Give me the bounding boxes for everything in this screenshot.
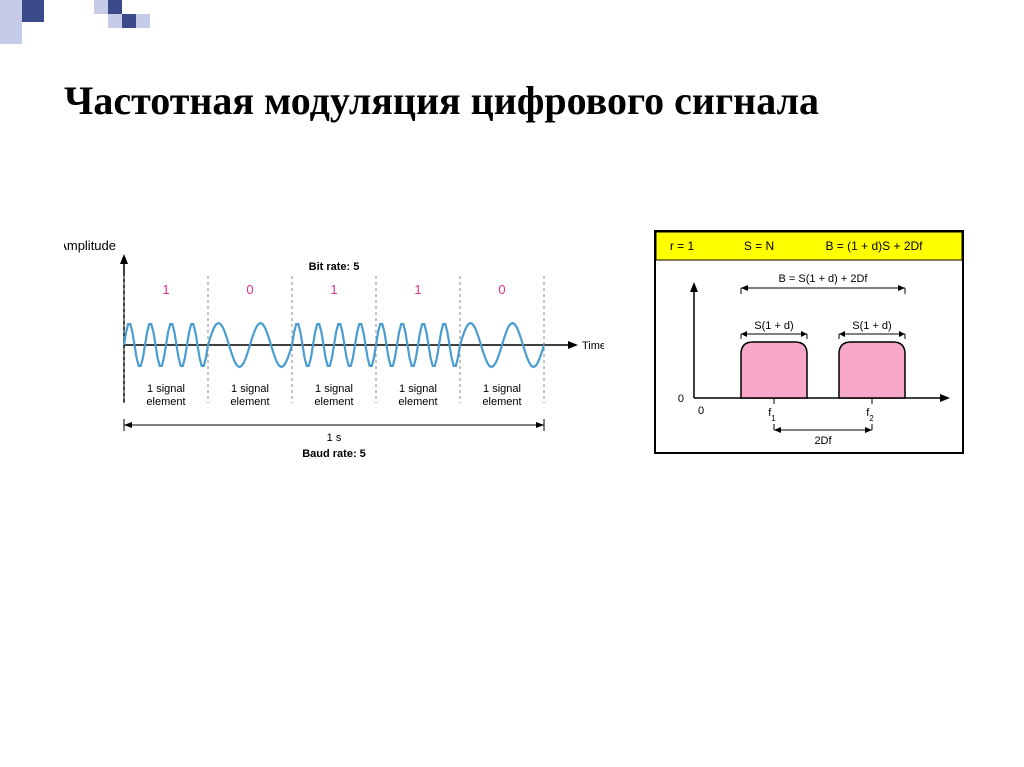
svg-text:1: 1 bbox=[330, 282, 337, 297]
svg-text:S = N: S = N bbox=[744, 239, 774, 253]
svg-text:S(1 + d): S(1 + d) bbox=[754, 320, 793, 332]
svg-text:0: 0 bbox=[678, 393, 684, 405]
svg-text:0: 0 bbox=[498, 282, 505, 297]
svg-text:1 signal: 1 signal bbox=[315, 383, 353, 395]
content-area: AmplitudeBit rate: 5Time11 signalelement… bbox=[64, 230, 984, 490]
svg-text:f2: f2 bbox=[866, 407, 874, 423]
svg-text:1 signal: 1 signal bbox=[399, 383, 437, 395]
spectrum-diagram: r = 1 S = N B = (1 + d)S + 2Df 0 0 f1 f2 B = S(… bbox=[654, 230, 964, 455]
fsk-waveform-diagram: AmplitudeBit rate: 5Time11 signalelement… bbox=[64, 230, 604, 490]
svg-text:1 s: 1 s bbox=[327, 432, 342, 444]
svg-text:Bit rate: 5: Bit rate: 5 bbox=[309, 261, 360, 273]
svg-text:1 signal: 1 signal bbox=[147, 383, 185, 395]
svg-text:1 signal: 1 signal bbox=[483, 383, 521, 395]
svg-text:1 signal: 1 signal bbox=[231, 383, 269, 395]
svg-text:element: element bbox=[398, 396, 437, 408]
slide-title: Частотная модуляция цифрового сигнала bbox=[64, 78, 819, 124]
svg-text:0: 0 bbox=[246, 282, 253, 297]
svg-text:r = 1: r = 1 bbox=[670, 239, 695, 253]
svg-text:0: 0 bbox=[698, 405, 704, 417]
svg-text:1: 1 bbox=[414, 282, 421, 297]
svg-text:1: 1 bbox=[162, 282, 169, 297]
svg-text:element: element bbox=[230, 396, 269, 408]
svg-text:element: element bbox=[314, 396, 353, 408]
svg-text:B = S(1 + d) + 2Df: B = S(1 + d) + 2Df bbox=[779, 273, 869, 285]
svg-text:f1: f1 bbox=[768, 407, 776, 423]
svg-text:S(1 + d): S(1 + d) bbox=[852, 320, 891, 332]
svg-text:B = (1 + d)S + 2Df: B = (1 + d)S + 2Df bbox=[825, 239, 923, 253]
svg-text:2Df: 2Df bbox=[814, 435, 832, 447]
svg-text:Time: Time bbox=[582, 340, 604, 352]
svg-text:element: element bbox=[146, 396, 185, 408]
svg-text:Baud rate: 5: Baud rate: 5 bbox=[302, 448, 366, 460]
svg-text:element: element bbox=[482, 396, 521, 408]
svg-text:Amplitude: Amplitude bbox=[64, 238, 116, 253]
